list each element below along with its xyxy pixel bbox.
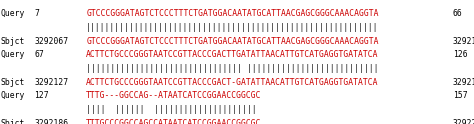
Text: 67: 67 [34,50,44,59]
Text: 126: 126 [453,50,467,59]
Text: 157: 157 [453,91,467,100]
Text: ACTTCTGCCCGGGTAATCCGTTACCCGACTTGATATTAACATTGTCATGAGGTGATATCA: ACTTCTGCCCGGGTAATCCGTTACCCGACTTGATATTAAC… [86,50,379,59]
Text: Sbjct: Sbjct [1,119,25,124]
Text: ACTTCTGCCCGGGTAATCCGTTACCCGACT-GATATTAACATTGTCATGAGGTGATATCA: ACTTCTGCCCGGGTAATCCGTTACCCGACT-GATATTAAC… [86,78,379,87]
Text: Query: Query [1,50,25,59]
Text: ||||||||||||||||||||||||||||||||||||||||||||||||||||||||||||: ||||||||||||||||||||||||||||||||||||||||… [86,23,379,32]
Text: 66: 66 [453,9,463,18]
Text: TTTG---GGCCAG--ATAATCATCCGGAACCGGCGC: TTTG---GGCCAG--ATAATCATCCGGAACCGGCGC [86,91,262,100]
Text: ||||  ||||||  |||||||||||||||||||||: |||| |||||| ||||||||||||||||||||| [86,105,257,114]
Text: Sbjct: Sbjct [1,37,25,46]
Text: 3292067: 3292067 [34,37,68,46]
Text: 3292221: 3292221 [453,119,474,124]
Text: 3292186: 3292186 [34,119,68,124]
Text: TTTGCCCGGCCAGCCATAATCATCCGGAACCGGCGC: TTTGCCCGGCCAGCCATAATCATCCGGAACCGGCGC [86,119,262,124]
Text: 127: 127 [34,91,49,100]
Text: |||||||||||||||||||||||||||||||| |||||||||||||||||||||||||||: |||||||||||||||||||||||||||||||| |||||||… [86,64,379,73]
Text: GTCCCGGGATAGTCTCCCTTTCTGATGGACAATATGCATTAACGAGCGGGCAAACAGGTA: GTCCCGGGATAGTCTCCCTTTCTGATGGACAATATGCATT… [86,37,379,46]
Text: 7: 7 [34,9,39,18]
Text: 3292126: 3292126 [453,37,474,46]
Text: 3292185: 3292185 [453,78,474,87]
Text: GTCCCGGGATAGTCTCCCTTTCTGATGGACAATATGCATTAACGAGCGGGCAAACAGGTA: GTCCCGGGATAGTCTCCCTTTCTGATGGACAATATGCATT… [86,9,379,18]
Text: 3292127: 3292127 [34,78,68,87]
Text: Query: Query [1,91,25,100]
Text: Sbjct: Sbjct [1,78,25,87]
Text: Query: Query [1,9,25,18]
